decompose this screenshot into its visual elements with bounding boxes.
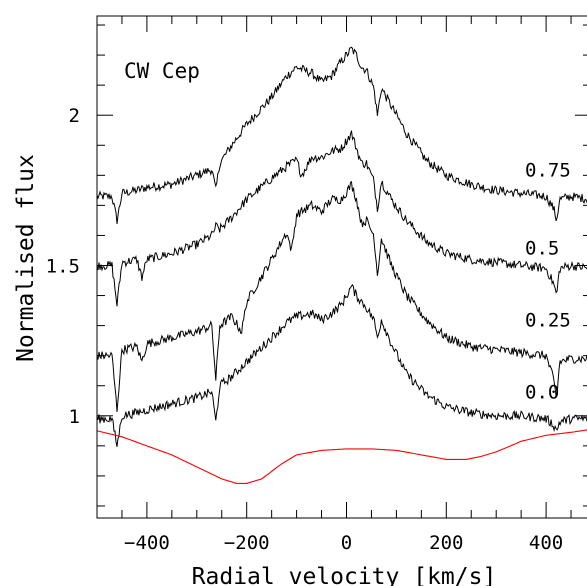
series-line-2 <box>97 181 587 413</box>
series-layer <box>97 46 587 484</box>
series-line-3 <box>97 284 587 447</box>
plot-frame <box>96 15 587 519</box>
series-line-0 <box>97 46 587 224</box>
series-line-4 <box>97 429 587 484</box>
phase-label-2: 0.25 <box>525 310 571 332</box>
phase-label-1: 0.5 <box>525 237 559 259</box>
x-tick-label-3: 200 <box>429 532 463 554</box>
y-tick-label-0: 1 <box>69 406 80 428</box>
y-tick-label-1: 1.5 <box>46 255 80 277</box>
x-tick-label-4: 400 <box>529 532 563 554</box>
x-tick-label-1: −200 <box>224 532 270 554</box>
x-tick-label-0: −400 <box>124 532 170 554</box>
star-name-annotation: CW Cep <box>124 59 200 83</box>
y-tick-label-2: 2 <box>69 105 80 127</box>
x-tick-label-2: 0 <box>341 532 352 554</box>
phase-label-3: 0.0 <box>525 382 559 404</box>
x-axis-label: Radial velocity [km/s] <box>192 564 497 586</box>
series-line-1 <box>97 130 587 307</box>
y-axis-label: Normalised flux <box>13 154 39 362</box>
phase-label-0: 0.75 <box>525 159 571 181</box>
tick-layer <box>96 16 587 518</box>
